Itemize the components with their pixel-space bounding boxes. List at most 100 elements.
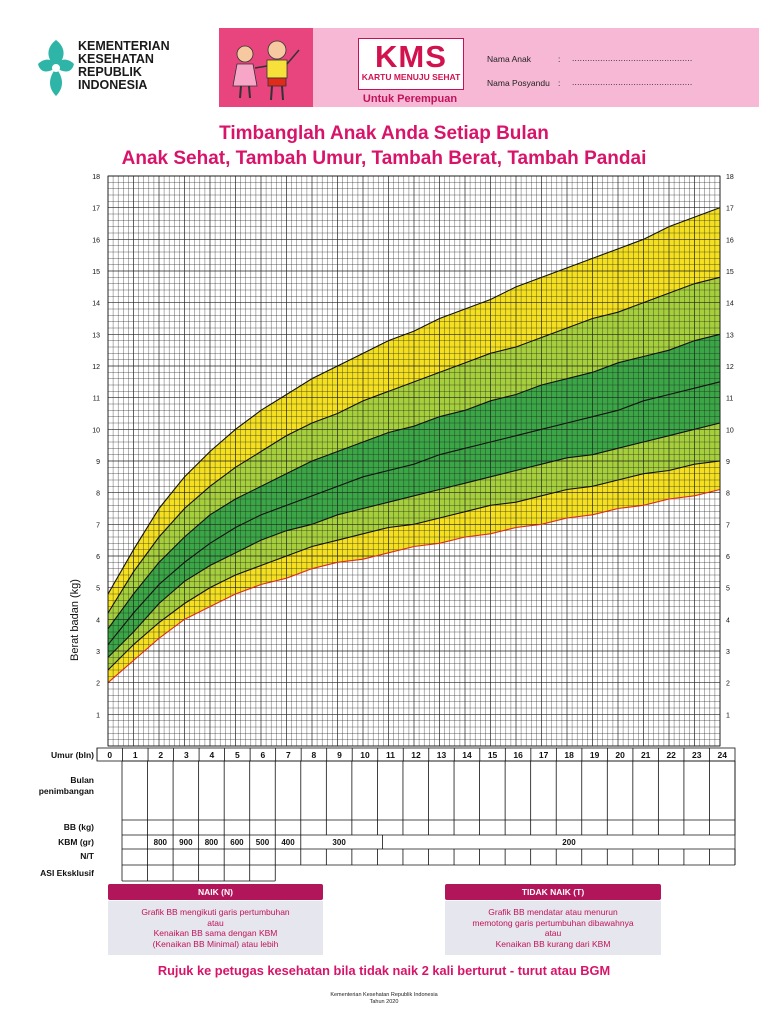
y-tick-label: 17: [92, 206, 100, 213]
age-cell: 4: [209, 750, 214, 760]
age-cell: 15: [488, 750, 498, 760]
weighing-table-grid: 0 1 2 3 4 5 6 7 8 9 10 11 12 13 14 15 16 17 18 19 20 21 22 23 24…: [39, 747, 736, 882]
y-tick-label: 1: [96, 712, 100, 719]
row-label-kbm: KBM (gr): [58, 837, 94, 847]
ministry-emblem-icon: [38, 40, 74, 96]
page-subtitle: Anak Sehat, Tambah Umur, Tambah Berat, T…: [121, 148, 647, 169]
y-tick-label: 14: [92, 301, 100, 308]
growth-curves: [107, 207, 721, 684]
child-name-colon: :: [558, 54, 561, 64]
ministry-logo-block: [34, 28, 224, 106]
y-tick-label: 16: [726, 237, 734, 244]
y-tick-label: 18: [92, 174, 100, 181]
kbm-cell: 600: [230, 838, 244, 847]
y-tick-label: 10: [726, 427, 734, 434]
ministry-name: KEMENTERIAN KESEHATAN REPUBLIK INDONESIA: [78, 39, 170, 92]
posyandu-colon: :: [558, 78, 561, 88]
kbm-cell: 400: [281, 838, 295, 847]
kbm-cell: 900: [179, 838, 193, 847]
naik-panel: NAIK (N) Grafik BB mengikuti garis pertu…: [108, 884, 323, 955]
y-tick-label: 13: [92, 332, 100, 339]
y-tick-label: 5: [726, 586, 730, 593]
row-label-nt: N/T: [80, 851, 95, 861]
y-tick-label: 7: [726, 522, 730, 529]
age-cell: 16: [513, 750, 523, 760]
kbm-cell: 300: [332, 838, 346, 847]
growth-curve-3: [107, 381, 721, 646]
y-tick-label: 14: [726, 301, 734, 308]
age-cell: 0: [107, 750, 112, 760]
y-tick-label: 13: [726, 332, 734, 339]
kbm-cell: 800: [154, 838, 168, 847]
y-tick-label: 10: [92, 427, 100, 434]
row-label-weigh-month: Bulan: [70, 775, 94, 785]
kbm-cell: 200: [562, 838, 576, 847]
y-tick-label: 16: [92, 237, 100, 244]
growth-curve-6: [107, 207, 721, 595]
age-cell: 23: [692, 750, 702, 760]
age-cell: 17: [539, 750, 549, 760]
tidak-naik-panel-text: Grafik BB mendatar atau menurun memotong…: [445, 901, 661, 955]
referral-note: Rujuk ke petugas kesehatan bila tidak na…: [157, 963, 611, 978]
y-tick-label: 6: [726, 554, 730, 561]
kms-logo: KMS: [375, 39, 447, 74]
kms-tagline: KARTU MENUJU SEHAT: [361, 72, 461, 82]
growth-curve-5: [107, 276, 721, 614]
footer-publisher: Kementerian Kesehatan Republik Indonesia: [330, 992, 438, 998]
growth-curve-2: [107, 422, 721, 658]
y-tick-label: 1: [726, 712, 730, 719]
age-cell: 2: [158, 750, 163, 760]
posyandu-label: Nama Posyandu: [487, 78, 550, 88]
child-name-label: Nama Anak: [487, 54, 531, 64]
y-tick-label: 8: [726, 491, 730, 498]
y-tick-label: 2: [96, 681, 100, 688]
age-cell: 14: [462, 750, 472, 760]
growth-curve-1: [107, 460, 721, 671]
y-tick-label: 12: [726, 364, 734, 371]
age-cell: 1: [133, 750, 138, 760]
kms-subtitle: Untuk Perempuan: [362, 93, 458, 105]
age-cell: 5: [235, 750, 240, 760]
y-tick-label: 7: [96, 522, 100, 529]
y-tick-label: 4: [96, 617, 100, 624]
tidak-naik-panel-title: TIDAK NAIK (T): [445, 884, 661, 900]
row-label-asi: ASI Eksklusif: [40, 868, 94, 878]
y-tick-label: 15: [92, 269, 100, 276]
children-icon: [232, 40, 300, 101]
age-cell: 19: [590, 750, 600, 760]
age-cell: 22: [666, 750, 676, 760]
age-cell: 9: [337, 750, 342, 760]
weighing-table: 0 1 2 3 4 5 6 7 8 9 10 11 12 13 14 15 16 17 18 19 20 21 22 23 24…: [0, 745, 768, 885]
y-tick-label: 11: [726, 396, 733, 403]
age-cell: 11: [386, 750, 395, 760]
chart-frame: [107, 175, 721, 747]
kbm-cell: 500: [256, 838, 270, 847]
row-label-bb: BB (kg): [64, 822, 94, 832]
y-tick-label: 2: [726, 681, 730, 688]
naik-panel-title: NAIK (N): [108, 884, 323, 900]
naik-panel-text: Grafik BB mengikuti garis pertumbuhan at…: [108, 901, 323, 955]
growth-curve-0: [107, 488, 721, 684]
age-cell: 8: [312, 750, 317, 760]
growth-curve-4: [107, 333, 721, 630]
age-cell: 21: [641, 750, 651, 760]
age-cell: 7: [286, 750, 291, 760]
y-tick-label: 12: [92, 364, 100, 371]
y-tick-label: 15: [726, 269, 734, 276]
age-cell: 3: [184, 750, 189, 760]
row-label-weigh-month: penimbangan: [39, 786, 94, 796]
page-title: Timbanglah Anak Anda Setiap Bulan: [219, 123, 549, 144]
posyandu-field[interactable]: ........................................…: [572, 77, 693, 87]
age-cell: 18: [564, 750, 574, 760]
y-tick-label: 3: [726, 649, 730, 656]
age-cell: 6: [261, 750, 266, 760]
y-tick-label: 5: [96, 586, 100, 593]
y-tick-label: 3: [96, 649, 100, 656]
child-name-field[interactable]: ........................................…: [572, 53, 693, 63]
kms-logo-box: KMS KARTU MENUJU SEHAT: [358, 38, 464, 90]
y-axis-label: Berat badan (kg): [69, 579, 81, 661]
age-cell: 24: [718, 750, 728, 760]
